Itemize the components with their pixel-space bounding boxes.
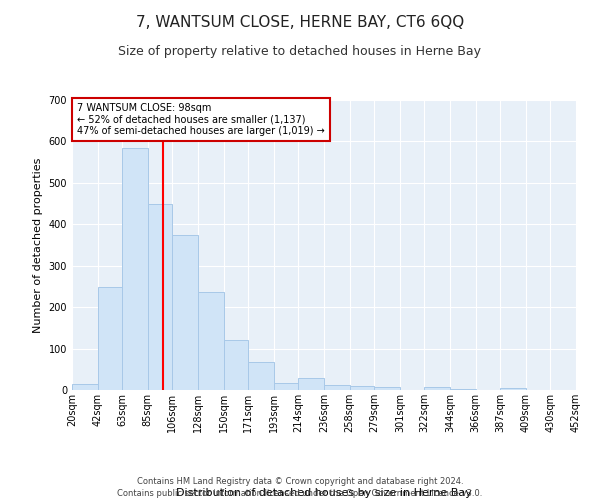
- Y-axis label: Number of detached properties: Number of detached properties: [33, 158, 43, 332]
- Bar: [172, 236, 198, 390]
- Bar: [298, 378, 324, 390]
- Bar: [148, 204, 172, 390]
- Bar: [72, 384, 98, 390]
- Bar: [198, 292, 224, 390]
- Bar: [324, 386, 350, 390]
- Bar: [450, 389, 476, 390]
- X-axis label: Distribution of detached houses by size in Herne Bay: Distribution of detached houses by size …: [176, 488, 472, 498]
- Bar: [274, 383, 298, 390]
- Bar: [424, 386, 450, 390]
- Bar: [248, 362, 274, 390]
- Bar: [374, 387, 400, 390]
- Bar: [350, 386, 374, 390]
- Bar: [224, 340, 248, 390]
- Text: Contains HM Land Registry data © Crown copyright and database right 2024.
Contai: Contains HM Land Registry data © Crown c…: [118, 476, 482, 498]
- Bar: [98, 288, 122, 390]
- Text: 7 WANTSUM CLOSE: 98sqm
← 52% of detached houses are smaller (1,137)
47% of semi-: 7 WANTSUM CLOSE: 98sqm ← 52% of detached…: [77, 103, 325, 136]
- Text: 7, WANTSUM CLOSE, HERNE BAY, CT6 6QQ: 7, WANTSUM CLOSE, HERNE BAY, CT6 6QQ: [136, 15, 464, 30]
- Bar: [122, 148, 148, 390]
- Bar: [500, 388, 526, 390]
- Text: Size of property relative to detached houses in Herne Bay: Size of property relative to detached ho…: [119, 45, 482, 58]
